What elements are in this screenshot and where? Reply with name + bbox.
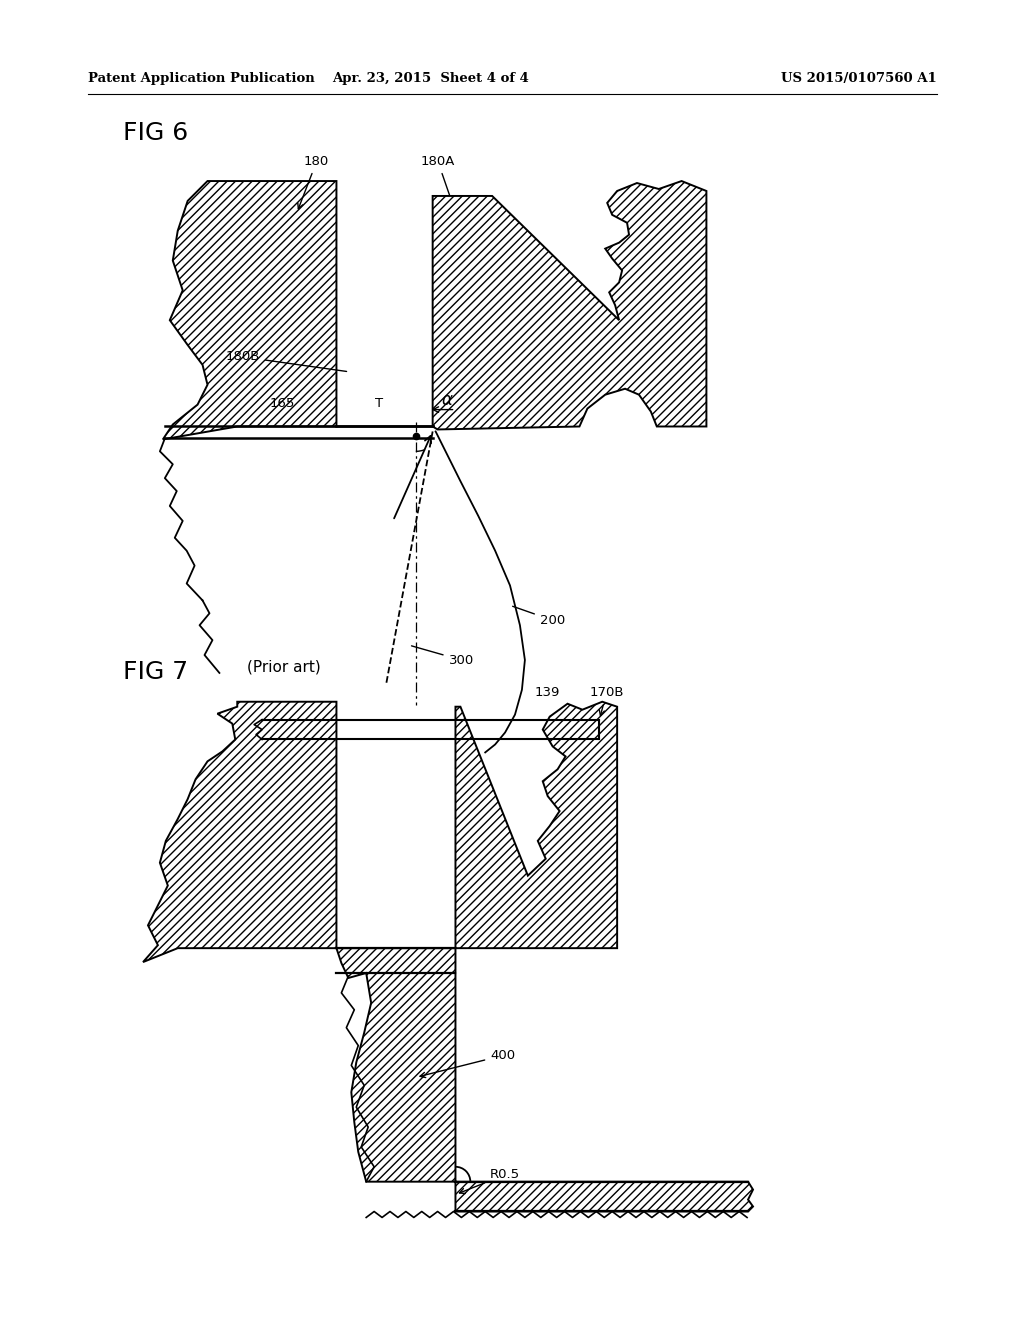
Text: FIG 6: FIG 6 [123,121,188,145]
Polygon shape [456,702,617,948]
Polygon shape [163,181,337,440]
Polygon shape [433,181,707,429]
Text: 200: 200 [513,606,565,627]
Text: 180: 180 [298,156,330,209]
Text: 139: 139 [535,686,560,700]
Text: 400: 400 [420,1049,515,1077]
Polygon shape [143,702,337,962]
Text: 165: 165 [269,397,295,409]
Text: 180B: 180B [225,350,346,371]
Text: 300: 300 [412,645,474,667]
Text: Patent Application Publication: Patent Application Publication [88,71,315,84]
Text: (Prior art): (Prior art) [247,660,321,675]
Text: Apr. 23, 2015  Sheet 4 of 4: Apr. 23, 2015 Sheet 4 of 4 [332,71,529,84]
Text: US 2015/0107560 A1: US 2015/0107560 A1 [780,71,937,84]
Text: FIG 7: FIG 7 [123,660,188,684]
Polygon shape [337,948,753,1212]
Text: 180A: 180A [421,156,455,195]
Text: R0.5: R0.5 [460,1168,520,1193]
Text: $\alpha$: $\alpha$ [440,391,454,409]
Text: 170B: 170B [590,686,624,715]
Text: T: T [375,397,383,409]
